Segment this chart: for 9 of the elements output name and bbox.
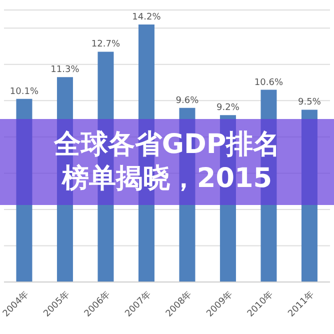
- data-label: 11.3%: [50, 65, 80, 76]
- data-label: 9.2%: [216, 103, 240, 114]
- data-label: 9.5%: [298, 98, 322, 108]
- data-label: 10.6%: [254, 78, 284, 88]
- data-label: 10.1%: [10, 86, 39, 97]
- text: 全球各省GDP排名榜单揭晓，2015: [52, 128, 282, 196]
- data-label: 14.2%: [132, 12, 162, 23]
- data-label: 12.7%: [91, 40, 120, 50]
- data-label: 9.6%: [176, 96, 200, 106]
